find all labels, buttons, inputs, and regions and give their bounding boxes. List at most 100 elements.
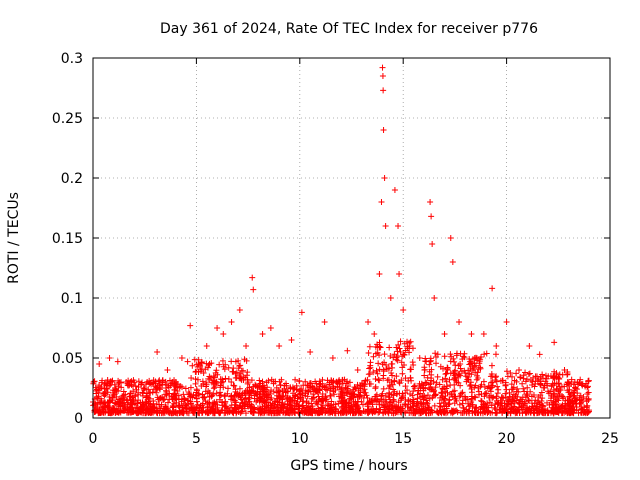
roti-point <box>524 384 531 391</box>
roti-point <box>265 377 272 384</box>
roti-point <box>515 406 522 413</box>
y-tick-label: 0.3 <box>61 51 83 67</box>
roti-point <box>486 399 493 406</box>
roti-point <box>352 409 359 416</box>
roti-point <box>502 382 509 389</box>
roti-point <box>572 394 579 401</box>
roti-point <box>433 408 440 415</box>
roti-point <box>100 391 107 397</box>
roti-point <box>236 307 243 313</box>
roti-point <box>437 403 444 410</box>
roti-point <box>382 398 389 405</box>
roti-point <box>389 381 396 388</box>
roti-point <box>230 410 237 417</box>
roti-point <box>110 392 117 399</box>
roti-point <box>526 343 533 349</box>
roti-point <box>466 370 473 377</box>
roti-point <box>379 73 386 79</box>
roti-point <box>568 376 575 383</box>
roti-point <box>139 392 146 399</box>
roti-point <box>367 399 374 406</box>
roti-point <box>203 343 210 349</box>
roti-point <box>232 358 239 365</box>
roti-point <box>525 396 532 403</box>
roti-point <box>508 405 515 412</box>
roti-point <box>219 402 226 409</box>
roti-point <box>101 403 108 410</box>
roti-point <box>511 400 518 407</box>
y-tick-label: 0.2 <box>61 171 83 187</box>
roti-point <box>213 367 220 374</box>
roti-point <box>562 400 569 407</box>
roti-point <box>396 379 403 386</box>
roti-point <box>335 400 342 407</box>
roti-point <box>372 383 379 390</box>
roti-point <box>425 407 432 414</box>
roti-point <box>102 408 109 415</box>
roti-point <box>459 400 466 407</box>
roti-point <box>286 398 293 405</box>
roti-point <box>115 383 122 390</box>
roti-point <box>94 386 101 393</box>
roti-point <box>424 392 431 399</box>
roti-point <box>98 397 105 404</box>
roti-point <box>565 397 572 404</box>
roti-point <box>506 393 513 400</box>
roti-point <box>423 379 430 386</box>
roti-point <box>428 386 435 393</box>
roti-point <box>233 391 240 398</box>
roti-point <box>488 371 495 378</box>
roti-point <box>503 386 510 393</box>
roti-point <box>114 398 121 405</box>
roti-point <box>102 399 109 406</box>
roti-point <box>113 388 120 395</box>
roti-point <box>389 360 396 367</box>
roti-point <box>508 373 515 380</box>
roti-point <box>309 406 316 413</box>
roti-point <box>427 380 434 387</box>
roti-point <box>493 410 500 417</box>
roti-point <box>524 392 531 399</box>
roti-point <box>522 369 529 376</box>
roti-point <box>267 325 274 331</box>
roti-point <box>248 377 255 384</box>
roti-point <box>256 406 263 413</box>
roti-point <box>409 403 416 410</box>
roti-point <box>564 370 571 377</box>
roti-point <box>469 403 476 410</box>
roti-point <box>503 319 510 325</box>
roti-point <box>315 393 322 400</box>
roti-point <box>551 400 558 407</box>
roti-point <box>472 369 479 376</box>
roti-point <box>380 87 387 94</box>
roti-point <box>441 331 448 337</box>
roti-point <box>394 357 401 364</box>
roti-point <box>276 343 283 349</box>
roti-point <box>461 393 468 400</box>
roti-point <box>456 319 463 325</box>
roti-point <box>201 393 208 400</box>
roti-point <box>529 382 536 389</box>
roti-point <box>382 223 389 229</box>
roti-point <box>302 378 309 385</box>
roti-point <box>378 199 385 205</box>
roti-point <box>354 367 361 373</box>
roti-point <box>442 375 449 382</box>
roti-point <box>154 349 161 355</box>
roti-point <box>499 377 506 384</box>
roti-point <box>362 378 369 385</box>
roti-point <box>531 383 538 390</box>
roti-point <box>171 386 178 393</box>
roti-point <box>480 378 487 385</box>
roti-point <box>161 408 168 415</box>
roti-point <box>388 379 395 386</box>
roti-point <box>205 399 212 406</box>
roti-point <box>339 380 346 387</box>
roti-point <box>127 393 134 400</box>
roti-point <box>259 331 266 337</box>
roti-point <box>233 369 240 376</box>
roti-point <box>137 408 144 415</box>
roti-point <box>145 386 152 393</box>
roti-point <box>283 405 290 412</box>
